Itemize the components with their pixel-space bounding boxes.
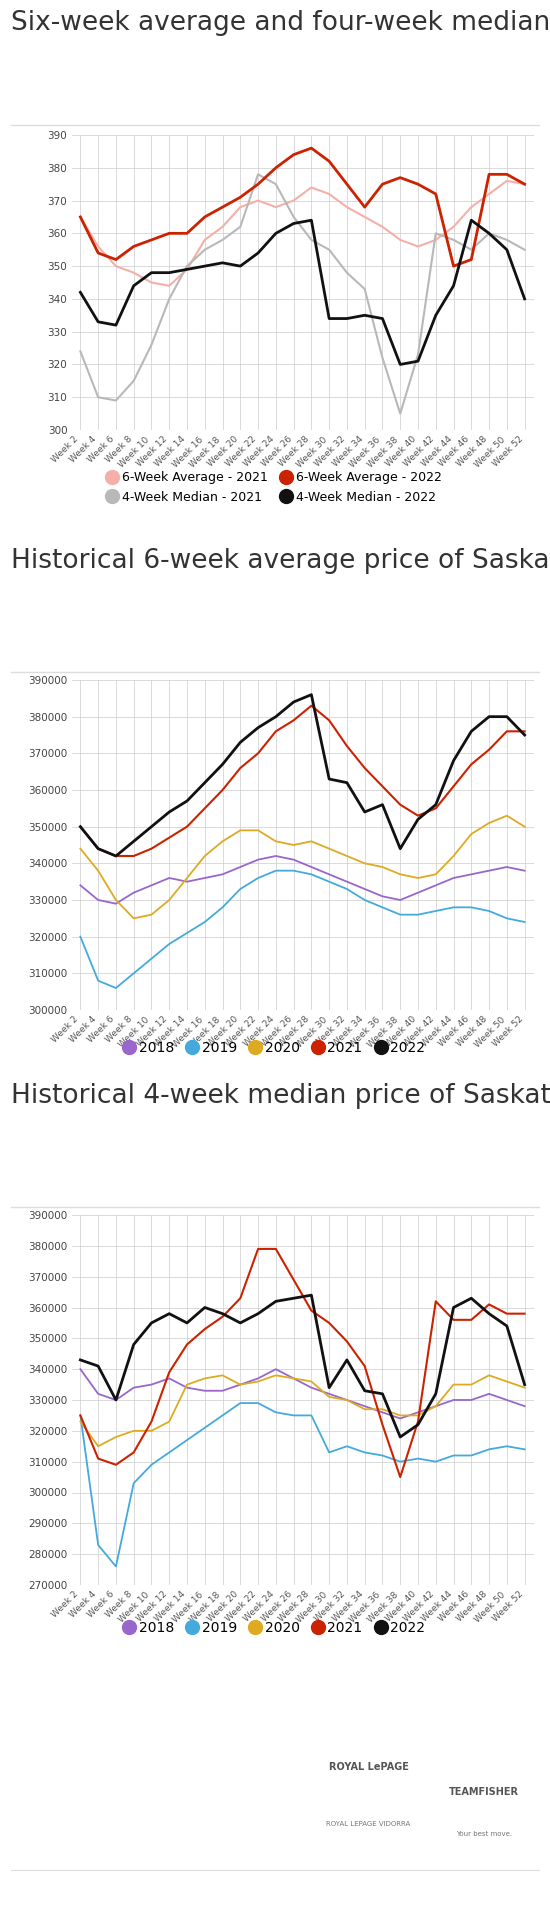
Text: Your best move.: Your best move.: [456, 1831, 512, 1838]
Text: Historical 4-week median price of Saskatoon homes: Historical 4-week median price of Saskat…: [11, 1082, 550, 1109]
Legend: 2018, 2019, 2020, 2021, 2022: 2018, 2019, 2020, 2021, 2022: [119, 1615, 431, 1640]
Text: ROYAL LePAGE: ROYAL LePAGE: [328, 1763, 409, 1773]
Text: Six-week average and four-week median prices by week: Six-week average and four-week median pr…: [11, 10, 550, 37]
Legend: 2018, 2019, 2020, 2021, 2022: 2018, 2019, 2020, 2021, 2022: [119, 1036, 431, 1061]
Text: TEAMFISHER: TEAMFISHER: [449, 1786, 519, 1798]
Text: Historical 6-week average price of Saskatoon homes: Historical 6-week average price of Saska…: [11, 548, 550, 575]
Text: ROYAL LEPAGE VIDORRA: ROYAL LEPAGE VIDORRA: [326, 1821, 411, 1827]
Legend: 6-Week Average - 2021, 4-Week Median - 2021, 6-Week Average - 2022, 4-Week Media: 6-Week Average - 2021, 4-Week Median - 2…: [108, 471, 442, 503]
